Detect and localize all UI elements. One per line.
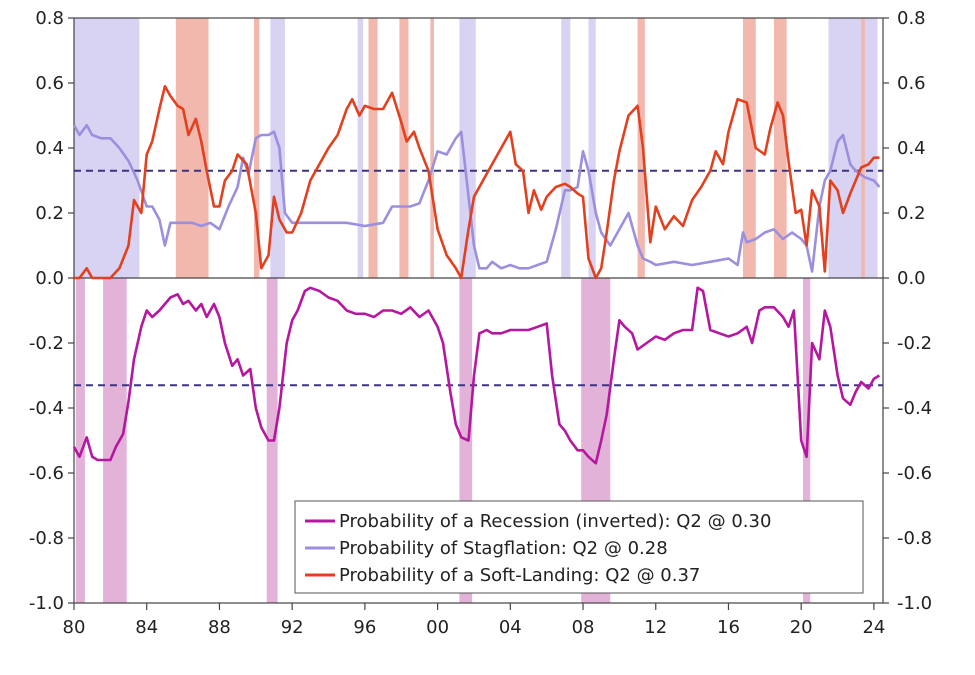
- y-tick-label-left: 0.0: [35, 268, 64, 289]
- x-tick-label: 88: [208, 617, 231, 638]
- y-tick-label-right: 0.2: [897, 203, 926, 224]
- y-tick-label-right: 0.0: [897, 268, 926, 289]
- y-tick-label-left: 0.6: [35, 73, 64, 94]
- y-tick-label-right: -1.0: [897, 593, 932, 614]
- legend-label: Probability of a Soft-Landing: Q2 @ 0.37: [339, 565, 700, 586]
- x-tick-label: 08: [572, 617, 595, 638]
- y-tick-label-left: -0.6: [29, 463, 64, 484]
- stagflation-band-5: [588, 18, 596, 278]
- legend: Probability of a Recession (inverted): Q…: [294, 500, 864, 594]
- y-tick-label-left: -0.8: [29, 528, 64, 549]
- y-tick-label-right: -0.8: [897, 528, 932, 549]
- series-lines: [72, 85, 881, 465]
- soft-landing-band-2: [368, 18, 378, 278]
- x-tick-label: 16: [717, 617, 740, 638]
- soft-landing-line: [74, 85, 880, 280]
- y-tick-label-right: 0.4: [897, 138, 926, 159]
- stagflation-band-1: [270, 18, 285, 278]
- x-axis: 80 84 88 92 96 00 04 08 12 16 20 24: [63, 603, 885, 638]
- y-tick-label-left: -0.2: [29, 333, 64, 354]
- x-tick-label: 80: [63, 617, 86, 638]
- threshold-lines: [74, 169, 883, 387]
- y-tick-label-left: 0.4: [35, 138, 64, 159]
- x-tick-label: 24: [862, 617, 885, 638]
- y-tick-label-left: 0.8: [35, 8, 64, 29]
- x-tick-label: 00: [426, 617, 449, 638]
- y-axis-right: 0.8 0.6 0.4 0.2 0.0 -0.2 -0.4 -0.6 -0.8 -1.0: [883, 8, 932, 614]
- recession-line: [72, 286, 881, 465]
- stagflation-band-4: [561, 18, 571, 278]
- y-tick-label-left: -1.0: [29, 593, 64, 614]
- soft-landing-band-5: [637, 18, 645, 278]
- y-tick-label-right: -0.2: [897, 333, 932, 354]
- y-tick-label-left: 0.2: [35, 203, 64, 224]
- legend-label: Probability of a Recession (inverted): Q…: [339, 511, 771, 532]
- stagflation-line: [72, 124, 881, 273]
- stagflation-band-2: [357, 18, 364, 278]
- soft-landing-band-3: [399, 18, 409, 278]
- x-tick-label: 96: [353, 617, 376, 638]
- plot-border: [73, 17, 884, 604]
- x-tick-label: 20: [790, 617, 813, 638]
- soft-landing-band-6: [743, 18, 756, 278]
- y-tick-label-right: 0.6: [897, 73, 926, 94]
- soft-landing-band-7: [773, 18, 787, 278]
- x-tick-label: 92: [281, 617, 304, 638]
- legend-label: Probability of Stagflation: Q2 @ 0.28: [339, 538, 668, 559]
- plot-frame: [73, 17, 884, 604]
- recession-band-0: [75, 278, 85, 603]
- soft-landing-band-1: [253, 18, 260, 278]
- y-tick-label-left: -0.4: [29, 398, 64, 419]
- y-tick-label-right: -0.4: [897, 398, 932, 419]
- y-tick-label-right: 0.8: [897, 8, 926, 29]
- x-tick-label: 84: [135, 617, 158, 638]
- soft-landing-band-4: [430, 18, 434, 278]
- x-tick-label: 12: [644, 617, 667, 638]
- recession-band-1: [103, 278, 127, 603]
- soft-landing-band-8: [861, 18, 865, 278]
- x-tick-label: 04: [499, 617, 522, 638]
- legend-box: [294, 500, 864, 594]
- y-axis-left: 0.8 0.6 0.4 0.2 0.0 -0.2 -0.4 -0.6 -0.8 -1.0: [29, 8, 74, 614]
- y-tick-label-right: -0.6: [897, 463, 932, 484]
